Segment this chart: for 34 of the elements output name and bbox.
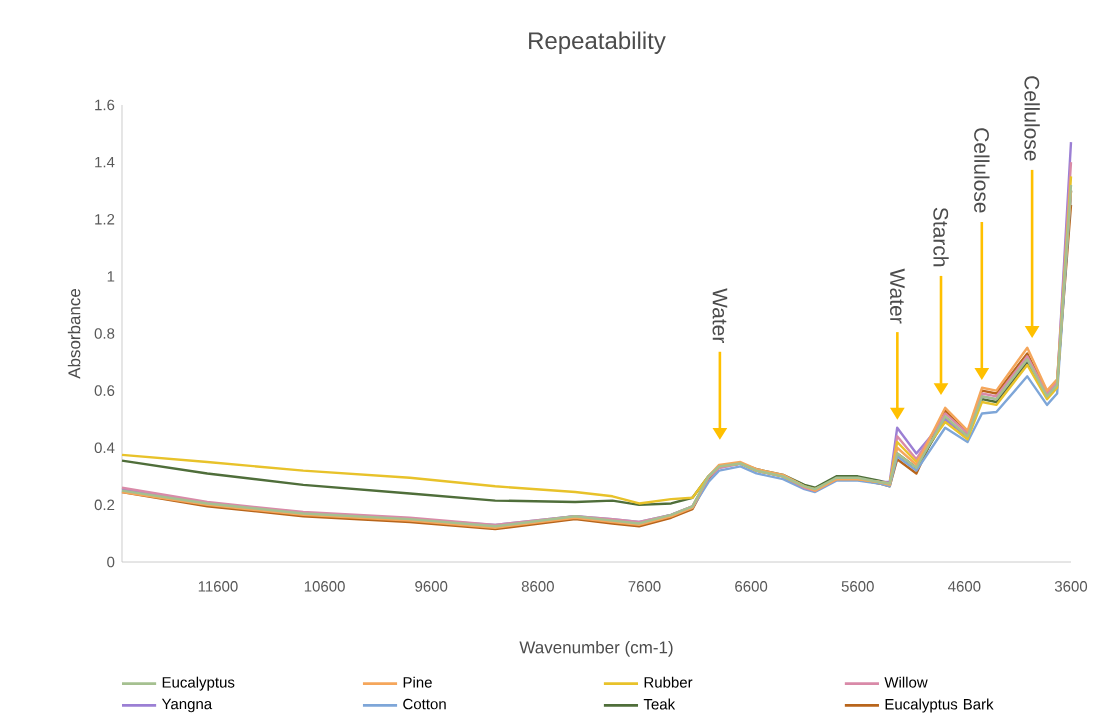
annotation: Cellulose [974, 128, 990, 213]
legend-label: Yangna [161, 698, 213, 713]
y-axis-title: Absorbance [67, 288, 81, 379]
y-tick-label: 1.2 [95, 214, 115, 225]
y-tick-label: 0 [107, 556, 115, 568]
x-tick-label: 7600 [628, 581, 661, 592]
legend-label: Eucalyptus [162, 676, 235, 691]
x-tick-label: 11600 [198, 581, 238, 592]
annotation: Water [712, 288, 728, 344]
x-tick-label: 10600 [304, 581, 345, 592]
legend-label: Willow [884, 676, 928, 688]
x-tick-label: 5600 [841, 581, 874, 592]
legend-label: Eucalyptus Bark [885, 698, 994, 713]
legend-label: Rubber [644, 676, 693, 688]
x-tick-label: 3600 [1054, 581, 1088, 592]
annotation: Cellulose [1024, 76, 1040, 161]
x-tick-label: 4600 [948, 581, 981, 592]
legend-label: Pine [403, 676, 432, 688]
y-tick-label: 1 [107, 271, 115, 282]
y-tick-label: 0.8 [94, 328, 115, 339]
x-tick-label: 6600 [735, 581, 768, 592]
annotation: Water [890, 268, 905, 324]
y-tick-label: 0.4 [94, 442, 115, 454]
y-tick-label: 0.2 [94, 499, 115, 511]
y-tick-label: 1.4 [95, 156, 115, 168]
y-tick-label: 1.6 [95, 99, 115, 111]
chart-title: Repeatability [529, 31, 666, 54]
y-tick-label: 0.6 [94, 385, 115, 396]
x-axis-title: Wavenumber (cm-1) [519, 640, 673, 657]
legend-label: Teak [643, 698, 676, 710]
annotation: Starch [933, 207, 949, 267]
x-tick-label: 8600 [521, 581, 554, 592]
legend-label: Cotton [403, 698, 446, 710]
x-tick-label: 9600 [415, 581, 448, 592]
